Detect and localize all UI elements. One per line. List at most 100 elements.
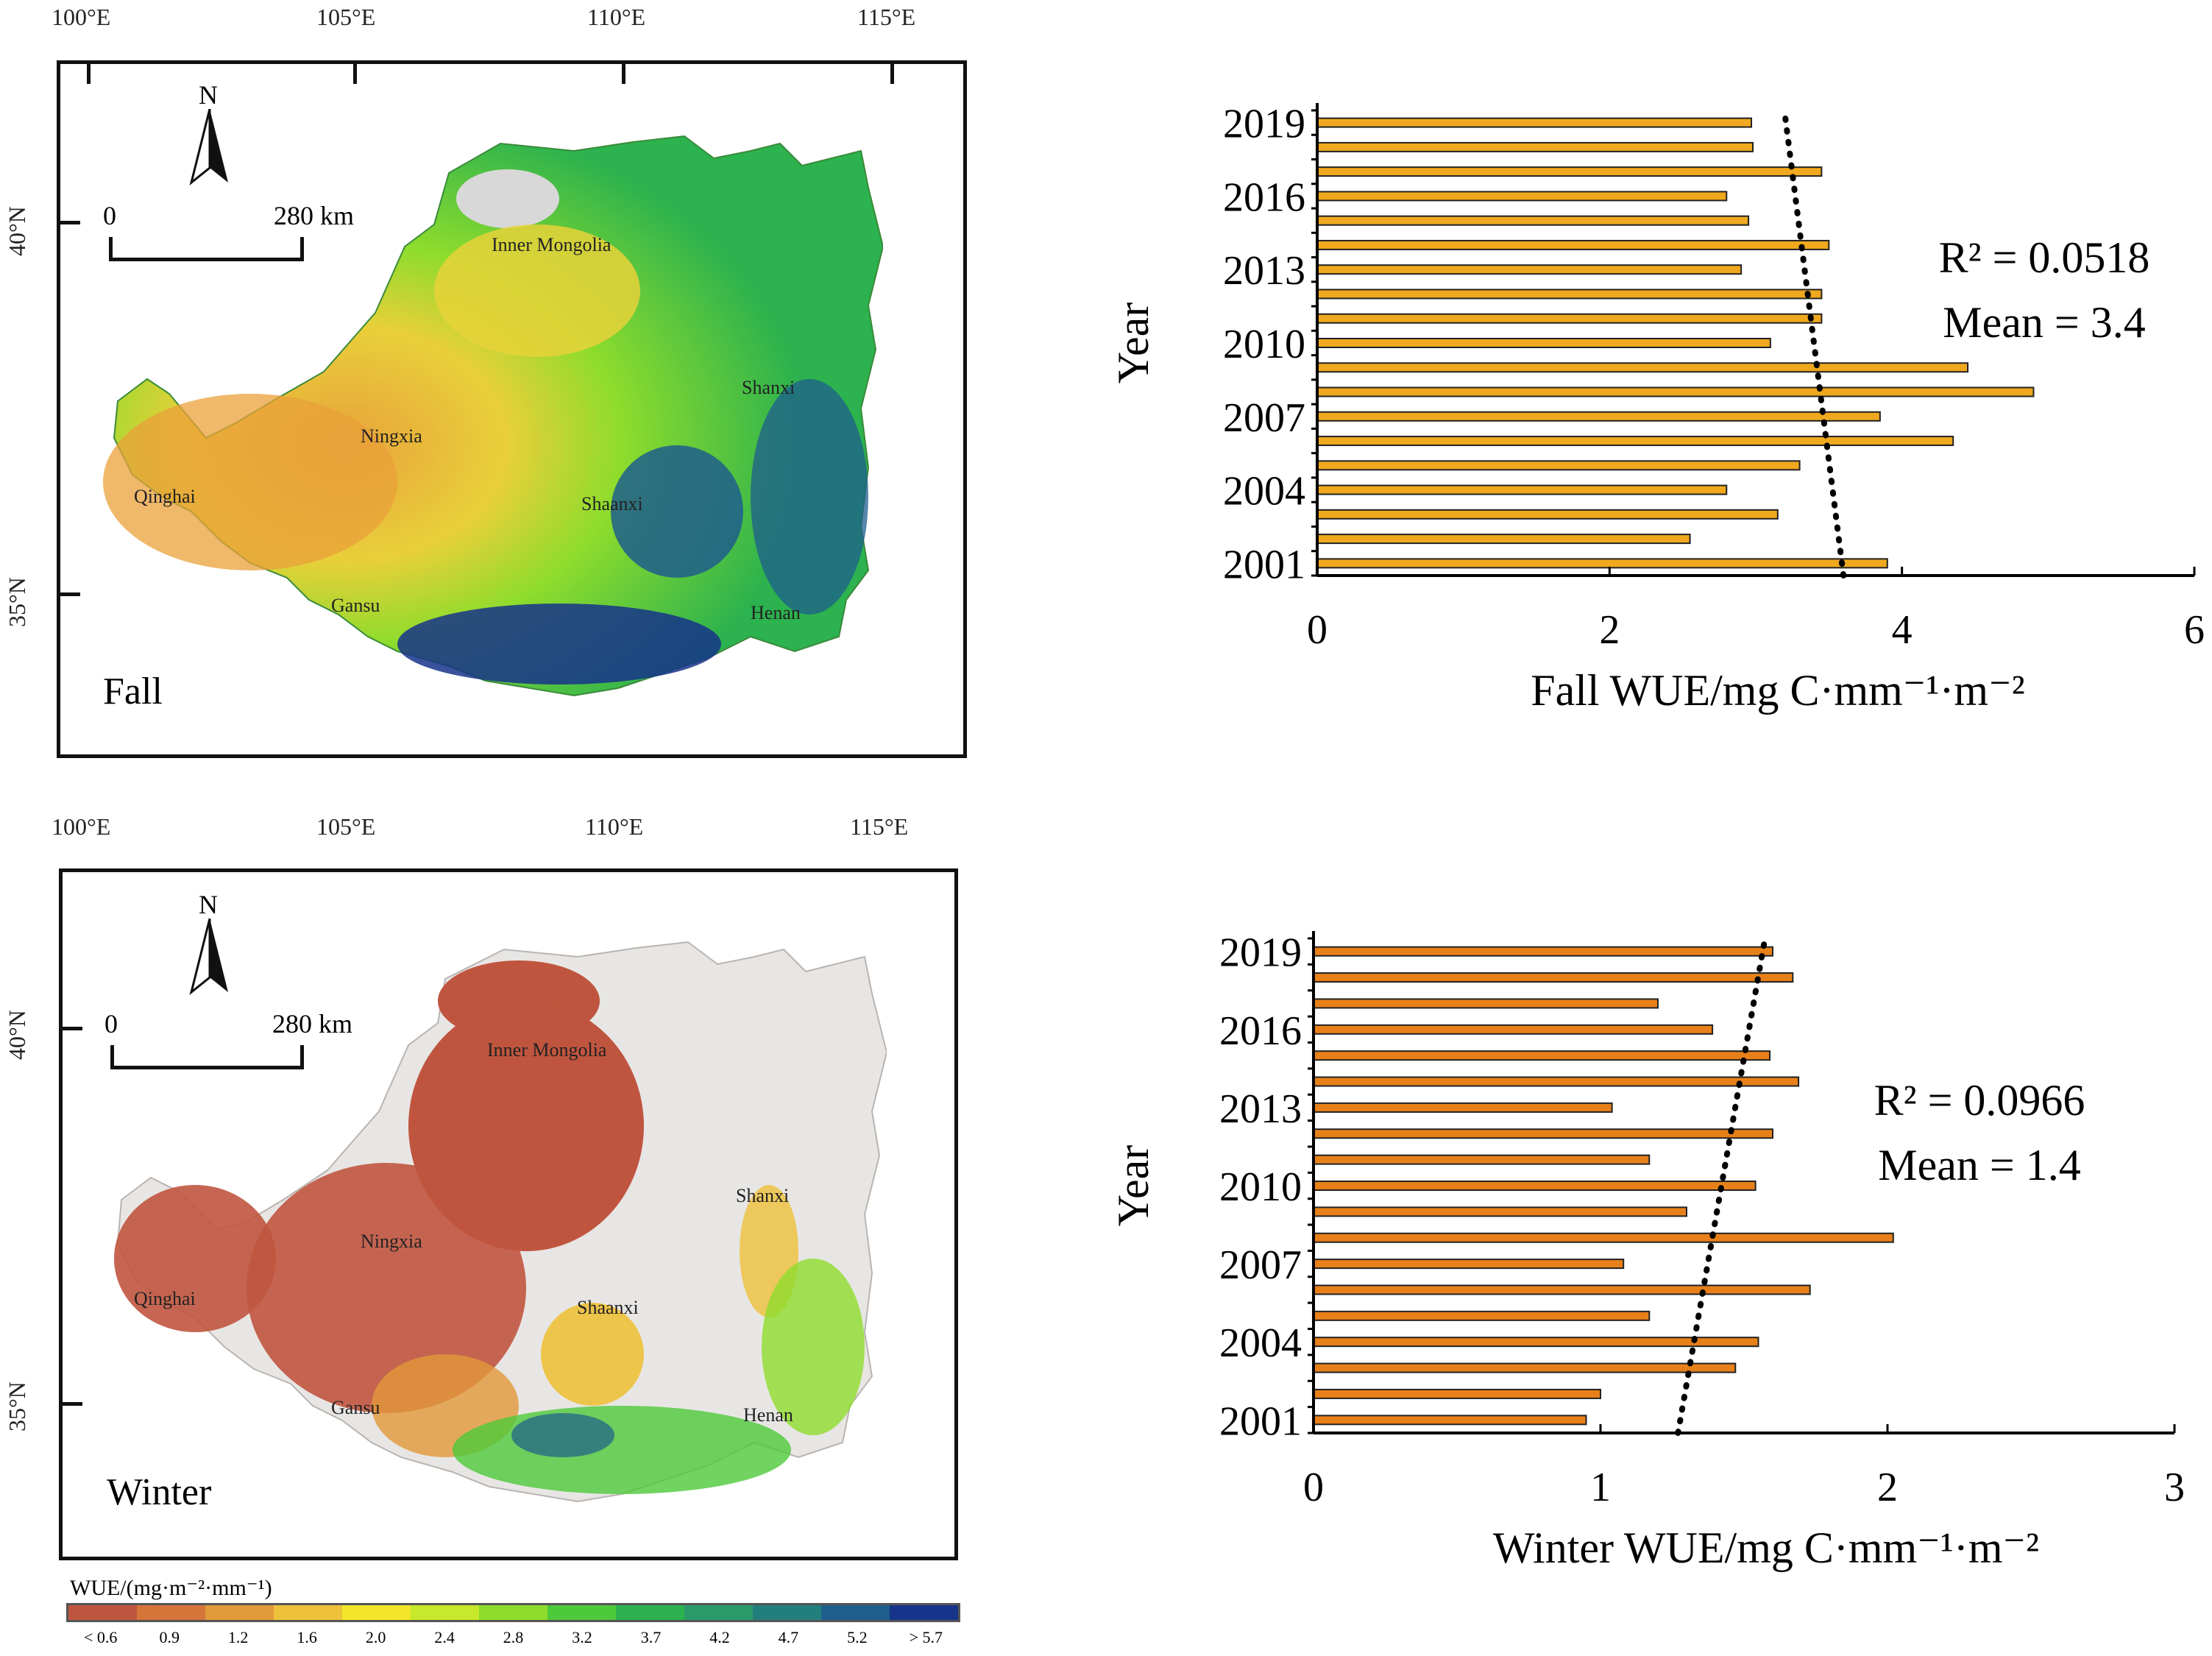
bar-2015: [1313, 1050, 1771, 1061]
legend-swatch: [753, 1605, 821, 1620]
y-tick-label: 2013: [1219, 1086, 1302, 1132]
x-tick-label: 2: [1599, 607, 1620, 653]
legend-swatch: [616, 1605, 684, 1620]
bar-2009: [1313, 1206, 1687, 1217]
legend-swatch: [137, 1605, 205, 1620]
bar-2005: [1316, 460, 1801, 471]
north-label: N: [199, 890, 218, 919]
region-label: Henan: [751, 602, 801, 623]
y-tick-label: 2001: [1223, 542, 1305, 587]
x-axis-title: Winter WUE/mg C·mm⁻¹·m⁻²: [1493, 1524, 2039, 1572]
bar-2001: [1313, 1415, 1587, 1426]
y-tick-label: 2016: [1223, 174, 1305, 220]
bar-2010: [1316, 338, 1771, 348]
lon-label: 100°E: [52, 4, 111, 30]
y-axis-title: Year: [1109, 302, 1158, 384]
legend-swatch: [684, 1605, 753, 1620]
region-label: Ningxia: [361, 425, 422, 447]
orange-zone: [103, 394, 397, 570]
lon-label: 115°E: [850, 813, 909, 840]
bar-2002: [1313, 1388, 1601, 1399]
x-tick-label: 2: [1877, 1465, 1898, 1510]
bar-2012: [1313, 1128, 1773, 1139]
legend-label: 1.6: [297, 1628, 317, 1646]
legend-swatch: [821, 1605, 890, 1620]
region-label: Shaanxi: [581, 493, 643, 514]
winter-wue-bar-chart: 0 1 2 3 2019 2016 2013 2010 2007 2004 2001 Winter W…: [1109, 930, 2185, 1572]
y-tick-label: 2001: [1219, 1398, 1302, 1444]
bar-2017: [1313, 998, 1659, 1009]
region-label: Inner Mongolia: [492, 234, 612, 255]
scale-bar: [109, 237, 304, 261]
bar-2018: [1313, 972, 1794, 983]
yellow-zone: [541, 1303, 644, 1406]
fall-wue-map: [103, 135, 883, 697]
r-squared-label: R² = 0.0518: [1939, 233, 2150, 282]
lon-label: 110°E: [585, 813, 644, 840]
bar-2015: [1316, 215, 1750, 226]
yellow-zone: [434, 224, 640, 357]
bar-2008: [1316, 386, 2035, 397]
trend-line: [1782, 112, 1847, 578]
blue-zone: [751, 379, 868, 615]
grid-tick: [622, 60, 625, 84]
bar-2011: [1316, 313, 1823, 324]
bar-2006: [1313, 1284, 1811, 1295]
x-axis-title: Fall WUE/mg C·mm⁻¹·m⁻²: [1531, 666, 2025, 715]
legend-label: < 0.6: [84, 1628, 118, 1646]
x-tick-label: 3: [2164, 1465, 2185, 1510]
region-label: Henan: [743, 1404, 793, 1426]
y-tick-label: 2007: [1219, 1242, 1302, 1288]
legend-label: 2.8: [503, 1628, 524, 1646]
scale-bar: [110, 1045, 304, 1069]
x-tick-label: 4: [1892, 607, 1913, 653]
bar-2003: [1313, 1362, 1737, 1373]
bar-2017: [1316, 166, 1823, 177]
bar-2014: [1313, 1076, 1800, 1087]
grid-tick: [57, 221, 80, 224]
scale-distance: 280 km: [272, 1009, 353, 1038]
north-arrow-icon: [189, 109, 228, 185]
bar-2013: [1316, 264, 1743, 275]
legend-swatch: [547, 1605, 616, 1620]
y-tick-label: 2010: [1223, 322, 1305, 367]
bar-2016: [1313, 1024, 1714, 1035]
grid-tick: [87, 60, 91, 84]
y-tick-label: 2016: [1219, 1008, 1302, 1054]
bar-2009: [1316, 362, 1969, 373]
trend-line: [1675, 941, 1768, 1436]
legend-color-bar: [66, 1603, 960, 1622]
winter-wue-map: [114, 941, 887, 1503]
bar-2006: [1316, 436, 1954, 447]
scale-zero: 0: [103, 201, 116, 230]
lat-label: 40°N: [4, 206, 30, 256]
season-label: Fall: [103, 670, 163, 712]
bar-2005: [1313, 1310, 1651, 1321]
bar-2010: [1313, 1181, 1757, 1191]
legend-label: 3.7: [640, 1628, 662, 1646]
y-tick-label: 2010: [1219, 1164, 1302, 1210]
legend-labels: < 0.6 0.9 1.2 1.6 2.0 2.4 2.8 3.2 3.7 4.2 4.7 5.2 > …: [66, 1628, 960, 1647]
region-label: Qinghai: [134, 486, 196, 507]
bar-2013: [1313, 1102, 1613, 1113]
grid-tick: [353, 60, 357, 84]
x-tick-label: 6: [2184, 607, 2205, 653]
grid-tick: [57, 592, 80, 596]
bar-2003: [1316, 509, 1779, 520]
scale-zero: 0: [104, 1009, 118, 1038]
region-label: Shanxi: [736, 1185, 790, 1206]
scale-distance: 280 km: [274, 201, 355, 230]
y-tick-label: 2004: [1223, 469, 1305, 514]
legend-label: 4.7: [778, 1628, 799, 1646]
legend-label: 0.9: [159, 1628, 180, 1646]
legend-label: 4.2: [709, 1628, 730, 1646]
legend-swatch: [411, 1605, 479, 1620]
blue-zone: [511, 1413, 614, 1457]
lat-label: 35°N: [4, 577, 30, 627]
region-label: Qinghai: [134, 1288, 196, 1309]
fall-wue-bar-chart: 0 2 4 6 2019 2016 2013 2010 2007 2004 2001 Fall WUE…: [1109, 102, 2205, 715]
x-tick-label: 0: [1303, 1465, 1324, 1510]
green-zone: [453, 1406, 791, 1494]
red-zone: [114, 1185, 276, 1332]
lat-label: 35°N: [4, 1381, 30, 1432]
